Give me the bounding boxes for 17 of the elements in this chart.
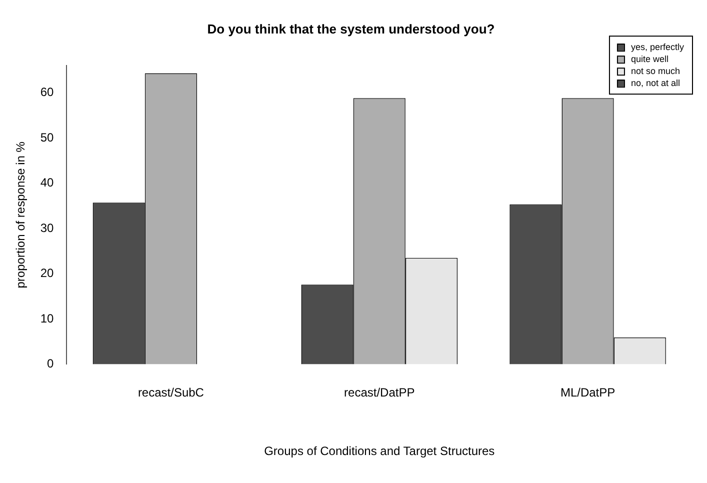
y-tick-label: 60: [40, 85, 54, 100]
legend-label: no, not at all: [630, 78, 680, 88]
x-tick-label: recast/SubC: [138, 386, 204, 400]
y-tick-label: 10: [40, 311, 54, 326]
y-tick-label: 30: [40, 220, 54, 235]
legend-label: yes, perfectly: [630, 42, 684, 52]
y-tick-label: 20: [40, 266, 54, 280]
legend-label: quite well: [630, 54, 669, 64]
x-tick-label: ML/DatPP: [560, 386, 616, 400]
x-tick-label: recast/DatPP: [344, 386, 415, 400]
y-tick-label: 50: [40, 130, 54, 144]
y-tick-label: 40: [40, 176, 54, 190]
y-tick-label: 0: [47, 356, 54, 371]
legend-label: not so much: [630, 66, 680, 76]
x-axis-title: Groups of Conditions and Target Structures: [264, 444, 495, 458]
y-axis-title: proportion of response in %: [14, 141, 28, 288]
chart-title: Do you think that the system understood you?: [207, 21, 495, 36]
